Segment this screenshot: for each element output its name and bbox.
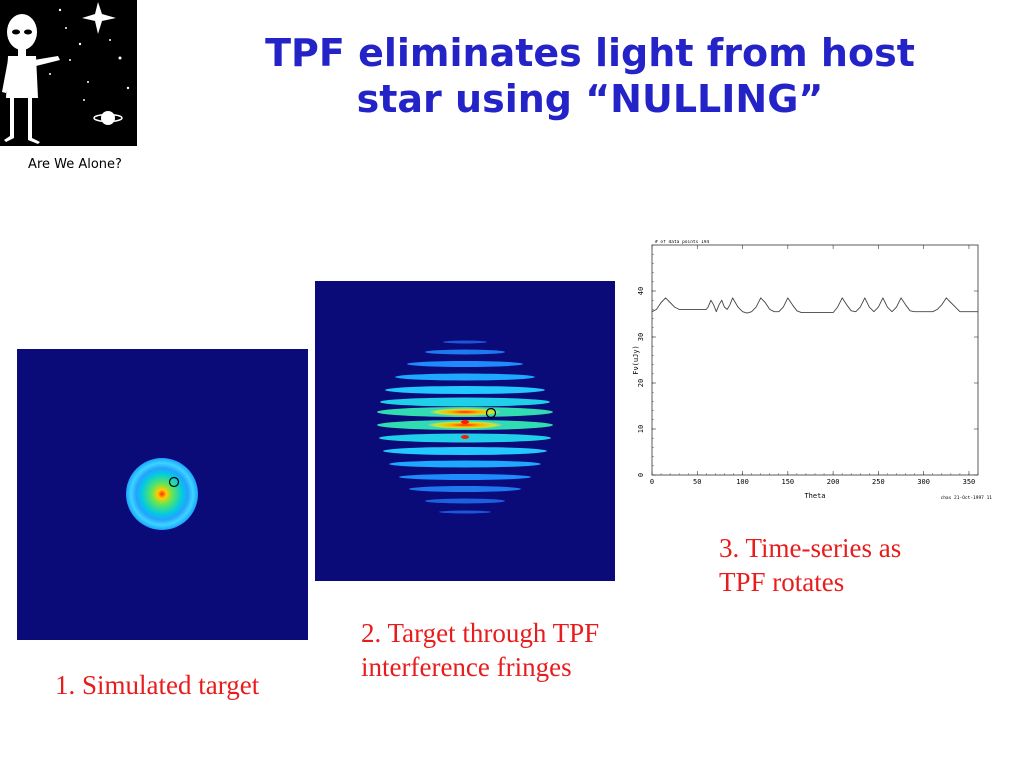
slide-title: TPF eliminates light from host star usin… (160, 30, 1020, 122)
y-tick-label: 0 (637, 473, 645, 477)
chart-footer-note: chas 21-Oct-1997 11 (941, 495, 993, 501)
x-tick-label: 300 (917, 478, 930, 486)
caption-line: interference fringes (361, 652, 572, 682)
x-tick-label: 150 (782, 478, 795, 486)
fringe-bands (377, 340, 553, 514)
caption-simulated-target: 1. Simulated target (55, 668, 259, 702)
title-line: star using “NULLING” (356, 77, 824, 121)
x-tick-label: 50 (693, 478, 701, 486)
alien-pointing-at-stars-illustration (2, 2, 130, 144)
logo-caption: Are We Alone? (28, 157, 122, 172)
y-tick-label: 10 (637, 425, 645, 433)
caption-time-series: 3. Time-series as TPF rotates (719, 531, 901, 599)
caption-line: 1. Simulated target (55, 670, 260, 700)
time-series-chart: 0 50 100 150 200 250 300 350 0 10 20 30 40 Theta Fν(uJ… (632, 240, 993, 501)
title-line: TPF eliminates light from host (265, 31, 915, 75)
x-axis-label: Theta (804, 492, 825, 500)
x-tick-label: 100 (736, 478, 749, 486)
interference-fringes-image (315, 281, 615, 581)
alien-logo (0, 0, 137, 146)
caption-line: 3. Time-series as (719, 533, 902, 563)
caption-interference-fringes: 2. Target through TPF interference fring… (361, 616, 599, 684)
plot-frame (651, 244, 979, 476)
series-line (651, 297, 978, 314)
x-tick-label: 0 (650, 478, 654, 486)
y-tick-label: 30 (637, 333, 645, 341)
caption-line: TPF rotates (719, 567, 845, 597)
planet-marker (168, 476, 180, 488)
planet-marker (485, 407, 497, 419)
x-tick-label: 350 (963, 478, 976, 486)
x-tick-label: 250 (872, 478, 885, 486)
y-tick-label: 40 (637, 287, 645, 295)
y-tick-label: 20 (637, 379, 645, 387)
x-tick-label: 200 (827, 478, 840, 486)
chart-header-note: # of data points 194 (655, 240, 709, 245)
y-axis-label: Fν(uJy) (632, 345, 640, 375)
target-star-disc (126, 458, 198, 530)
simulated-target-image (17, 349, 308, 640)
caption-line: 2. Target through TPF (361, 618, 600, 648)
